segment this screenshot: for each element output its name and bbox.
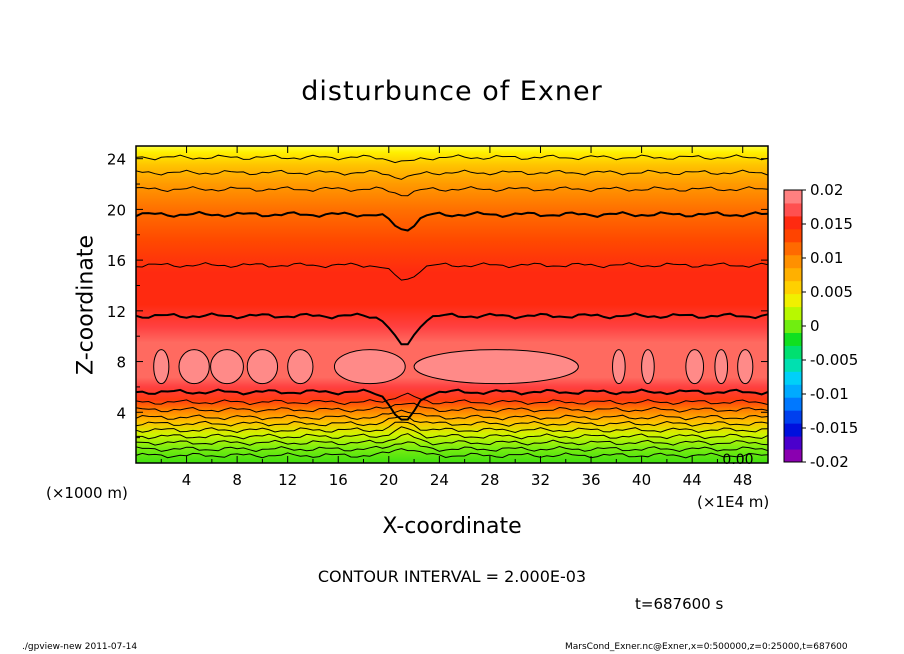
contour-line bbox=[135, 169, 769, 180]
x-tick-label: 32 bbox=[531, 471, 550, 489]
pink-cell bbox=[246, 349, 279, 385]
contour-line bbox=[135, 448, 769, 459]
y-axis-ticks: 4 8 12 16 20 24 bbox=[107, 151, 768, 439]
colorbar-label: 0.005 bbox=[810, 283, 853, 301]
colorbar-label: -0.02 bbox=[810, 453, 849, 471]
colorbar-swatch bbox=[784, 397, 802, 411]
colorbar-swatch bbox=[784, 436, 802, 450]
x-unit-label-right: (×1E4 m) bbox=[697, 493, 770, 511]
contour-line bbox=[135, 402, 769, 413]
contour-interval-text: CONTOUR INTERVAL = 2.000E-03 bbox=[317, 567, 587, 586]
colorbar-swatch bbox=[784, 241, 802, 256]
pink-cell bbox=[641, 349, 655, 385]
colorbar-swatch bbox=[784, 202, 802, 217]
plot-frame bbox=[135, 145, 769, 464]
pink-cell bbox=[287, 349, 314, 385]
y-tick-label: 16 bbox=[107, 252, 126, 270]
plot-area bbox=[136, 146, 768, 463]
contour-line bbox=[135, 421, 769, 434]
contour-line bbox=[135, 154, 769, 164]
time-label: t=687600 s bbox=[635, 595, 724, 613]
x-tick-label: 24 bbox=[430, 471, 449, 489]
pink-cell bbox=[153, 349, 170, 385]
x-tick-label: 8 bbox=[232, 471, 242, 489]
colorbar-swatch bbox=[784, 280, 802, 295]
colorbar-swatch bbox=[784, 190, 802, 204]
contour-line bbox=[135, 186, 769, 197]
colorbar-swatch bbox=[784, 293, 802, 308]
colorbar-swatch bbox=[784, 228, 802, 243]
colorbar-label: -0.005 bbox=[810, 351, 858, 369]
pink-cell bbox=[210, 349, 244, 385]
pink-cell bbox=[413, 349, 579, 385]
contour-line bbox=[135, 388, 769, 421]
footer-right: MarsCond_Exner.nc@Exner,x=0:500000,z=0:2… bbox=[565, 642, 848, 652]
pink-cell bbox=[333, 349, 406, 385]
colorbar-swatch bbox=[784, 254, 802, 269]
contour-line bbox=[135, 415, 769, 427]
y-tick-label: 12 bbox=[107, 303, 126, 321]
chart-title: disturbunce of Exner bbox=[301, 76, 603, 107]
x-tick-label: 20 bbox=[379, 471, 398, 489]
colorbar-swatch bbox=[784, 384, 802, 398]
y-tick-label: 20 bbox=[107, 201, 126, 219]
colorbar-label: -0.015 bbox=[810, 419, 858, 437]
contour-lines bbox=[135, 154, 769, 459]
x-tick-label: 44 bbox=[683, 471, 702, 489]
pink-cell bbox=[612, 349, 626, 385]
x-tick-label: 48 bbox=[733, 471, 752, 489]
y-tick-label: 24 bbox=[107, 151, 126, 169]
x-axis-label: X-coordinate bbox=[382, 514, 522, 539]
inside-contour-label: 0.00 bbox=[722, 452, 753, 468]
x-tick-label: 12 bbox=[278, 471, 297, 489]
colorbar-swatch bbox=[784, 410, 802, 424]
colorbar-swatch bbox=[784, 358, 802, 372]
colorbar-swatch bbox=[784, 319, 802, 333]
colorbar-swatch bbox=[784, 423, 802, 437]
colorbar-label: 0 bbox=[810, 317, 820, 335]
contour-line bbox=[135, 392, 769, 406]
pink-cell bbox=[178, 349, 210, 385]
y-tick-label: 8 bbox=[116, 354, 126, 372]
contour-line bbox=[136, 426, 769, 440]
colorbar-label: 0.01 bbox=[810, 249, 843, 267]
colorbar-swatch bbox=[784, 215, 802, 230]
x-tick-label: 40 bbox=[632, 471, 651, 489]
colorbar-swatch bbox=[784, 332, 802, 346]
colorbar-swatch bbox=[784, 306, 802, 321]
pink-cells bbox=[153, 349, 754, 385]
colorbar-swatch bbox=[784, 449, 802, 463]
colorbar-label: -0.01 bbox=[810, 385, 849, 403]
contour-line bbox=[135, 210, 769, 232]
colorbar-swatch bbox=[784, 267, 802, 282]
contour-line bbox=[135, 409, 769, 421]
footer-left: ./gpview-new 2011-07-14 bbox=[22, 642, 138, 652]
colorbar-label: 0.015 bbox=[810, 215, 853, 233]
x-tick-label: 4 bbox=[182, 471, 192, 489]
pink-cell bbox=[737, 349, 754, 385]
y-tick-label: 4 bbox=[116, 404, 126, 422]
colorbar-swatch bbox=[784, 345, 802, 359]
colorbar: 0.02 0.015 0.01 0.005 0 -0.005 -0.01 -0.015 -0.0… bbox=[783, 181, 858, 471]
pink-cell bbox=[685, 349, 705, 385]
x-unit-label-left: (×1000 m) bbox=[46, 484, 128, 502]
colorbar-label: 0.02 bbox=[810, 181, 843, 199]
contour-line bbox=[135, 262, 769, 281]
x-axis-ticks: 4 8 12 16 20 24 28 32 36 40 44 48 bbox=[160, 146, 752, 489]
x-tick-label: 28 bbox=[480, 471, 499, 489]
contour-line bbox=[135, 433, 769, 446]
pink-cell bbox=[714, 349, 729, 385]
x-tick-label: 16 bbox=[329, 471, 348, 489]
contour-line bbox=[135, 441, 769, 453]
contour-line bbox=[135, 312, 769, 346]
colorbar-swatch bbox=[784, 371, 802, 385]
x-tick-label: 36 bbox=[581, 471, 600, 489]
